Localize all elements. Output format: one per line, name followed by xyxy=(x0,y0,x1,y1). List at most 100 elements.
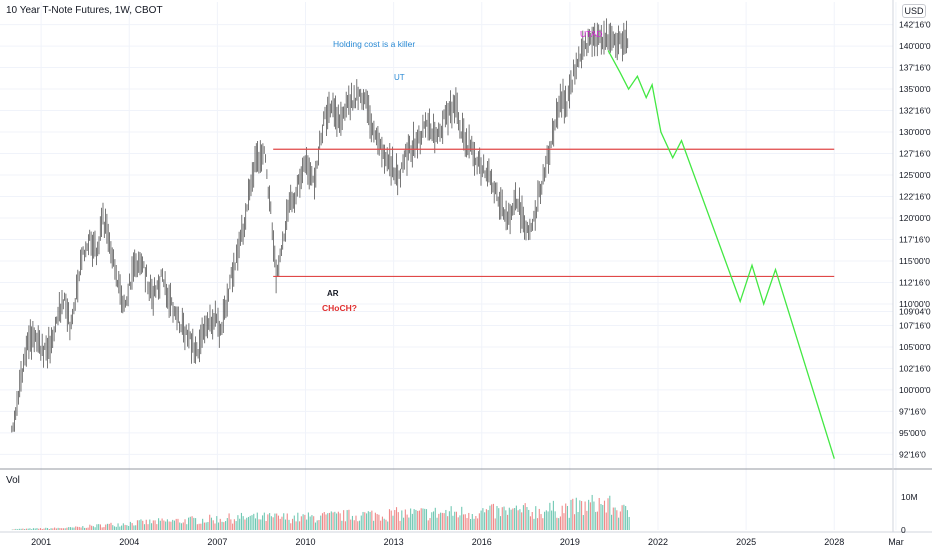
volume-bar xyxy=(124,524,126,530)
volume-bar xyxy=(531,511,533,530)
volume-bar xyxy=(71,527,73,530)
volume-bar xyxy=(522,505,524,530)
volume-bar xyxy=(57,527,59,530)
volume-bar xyxy=(618,517,620,530)
price-tick-label: 105'00'0 xyxy=(899,342,931,352)
volume-bar xyxy=(573,514,576,530)
volume-bar xyxy=(362,511,364,530)
volume-bar xyxy=(547,511,549,530)
volume-bar xyxy=(262,515,264,530)
volume-bar xyxy=(216,516,218,530)
volume-bar xyxy=(219,518,221,530)
volume-bar xyxy=(358,520,361,530)
volume-bar xyxy=(210,517,213,530)
volume-bar xyxy=(529,516,532,530)
price-tick-label: 135'00'0 xyxy=(899,84,931,94)
volume-bar xyxy=(279,518,281,530)
volume-bar xyxy=(27,528,29,530)
volume-bar xyxy=(311,515,313,530)
volume-bar xyxy=(212,520,214,530)
volume-bar xyxy=(353,520,355,530)
volume-bar xyxy=(468,512,470,530)
volume-bar xyxy=(66,527,68,530)
volume-bar xyxy=(434,507,436,530)
volume-bar xyxy=(142,520,144,530)
volume-bar xyxy=(267,514,269,530)
volume-bar xyxy=(387,521,389,530)
annotation-ut: UT xyxy=(394,73,405,82)
volume-bar xyxy=(115,526,117,530)
currency-badge[interactable]: USD xyxy=(902,4,926,18)
volume-bar xyxy=(314,522,316,530)
volume-bar xyxy=(540,514,542,530)
volume-bar xyxy=(297,512,299,530)
volume-bar xyxy=(508,507,510,530)
volume-bar xyxy=(94,527,96,530)
volume-bar xyxy=(588,499,590,530)
volume-bar xyxy=(339,513,341,530)
volume-bar xyxy=(89,524,91,530)
volume-bar xyxy=(607,498,609,530)
volume-bar xyxy=(313,516,315,530)
volume-bar xyxy=(485,509,487,530)
volume-bar xyxy=(395,507,398,530)
volume-bar xyxy=(323,512,325,530)
volume-bar xyxy=(628,516,630,530)
volume-bar xyxy=(388,509,391,530)
price-tick-label: 130'00'0 xyxy=(899,127,931,137)
volume-bar xyxy=(462,514,465,530)
volume-bar xyxy=(556,517,558,530)
projection-path[interactable] xyxy=(607,50,835,459)
volume-bar xyxy=(117,523,119,530)
volume-bar xyxy=(143,524,146,530)
volume-bar xyxy=(304,514,306,530)
volume-bar xyxy=(244,519,246,530)
volume-bar xyxy=(36,528,38,530)
time-tick-label: 2025 xyxy=(736,537,756,547)
volume-bar xyxy=(545,510,547,530)
volume-bar xyxy=(422,508,424,530)
volume-bar xyxy=(283,513,285,530)
volume-bar xyxy=(284,519,287,530)
volume-pane-title: Vol xyxy=(6,475,20,486)
time-tick-label: 2004 xyxy=(119,537,139,547)
volume-bar xyxy=(526,507,528,530)
volume-bar xyxy=(191,516,193,530)
volume-bar xyxy=(404,509,406,530)
volume-bar xyxy=(461,506,463,530)
price-tick-label: 109'04'0 xyxy=(899,306,931,316)
volume-bar xyxy=(614,507,616,530)
volume-bar xyxy=(154,520,156,530)
volume-bar xyxy=(602,505,604,530)
volume-bar xyxy=(78,526,80,530)
volume-bar xyxy=(193,517,195,530)
volume-bar xyxy=(332,512,334,530)
volume-bar xyxy=(492,503,495,530)
volume-bar xyxy=(551,510,553,530)
volume-bar xyxy=(24,529,26,530)
volume-bar xyxy=(448,511,450,530)
volume-bar xyxy=(533,518,535,530)
volume-bar xyxy=(494,518,496,530)
volume-bar xyxy=(39,528,42,530)
volume-bar xyxy=(92,526,94,530)
volume-bar xyxy=(91,525,93,530)
volume-bar xyxy=(260,519,262,530)
volume-bar xyxy=(357,521,359,530)
volume-bar xyxy=(603,500,606,530)
volume-bar xyxy=(306,519,308,530)
time-tick-label: 2028 xyxy=(824,537,844,547)
volume-bar xyxy=(52,528,54,530)
volume-bar xyxy=(246,517,248,530)
volume-bar xyxy=(195,518,197,530)
volume-bar xyxy=(113,526,116,530)
volume-bar xyxy=(334,511,336,530)
time-tick-label: 2016 xyxy=(472,537,492,547)
time-tick-label: 2007 xyxy=(207,537,227,547)
volume-bar xyxy=(242,516,244,530)
volume-bar xyxy=(584,501,586,530)
volume-bar xyxy=(380,520,382,530)
volume-bar xyxy=(214,523,216,530)
volume-bar xyxy=(22,528,24,530)
